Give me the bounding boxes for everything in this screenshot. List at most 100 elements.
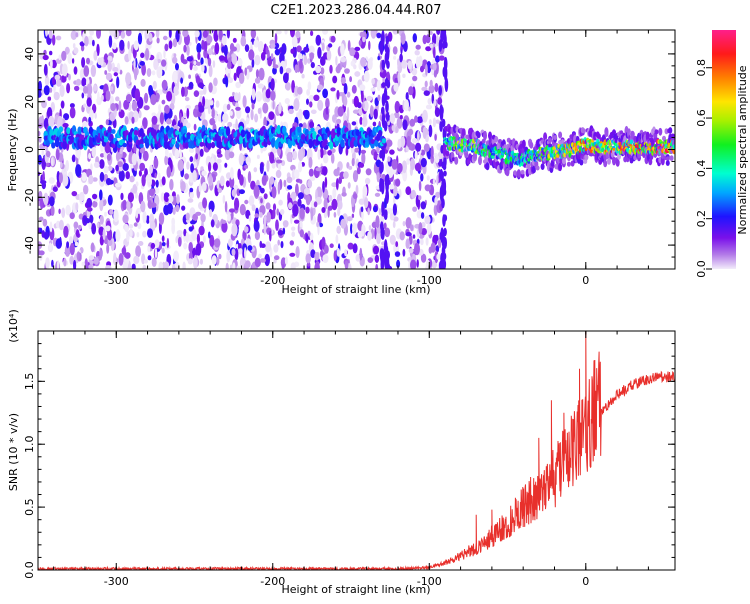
spectrogram-noise-cell	[197, 51, 201, 61]
spectrogram-noise-cell	[269, 230, 272, 242]
spectrogram-noise-cell	[423, 90, 430, 96]
spectrogram-noise-cell	[66, 83, 71, 94]
spectrogram-noise-cell	[212, 60, 216, 68]
spectrogram-noise-cell	[257, 40, 264, 53]
spectrogram-noise-cell	[203, 85, 207, 95]
spectrogram-signal-cell	[282, 125, 287, 135]
spectrogram-noise-cell	[346, 91, 351, 98]
spectrogram-noise-cell	[358, 40, 362, 46]
spectrogram-noise-cell	[184, 173, 190, 180]
spectrogram-noise-cell	[315, 34, 322, 46]
spectrogram-noise-cell	[308, 168, 314, 177]
spectrogram-noise-cell	[367, 257, 374, 263]
spectrogram-noise-cell	[81, 92, 85, 99]
spectrogram-noise-cell	[203, 41, 208, 52]
spectrogram-noise-cell	[426, 223, 432, 235]
spectrogram-noise-cell	[277, 230, 284, 236]
spectrogram-noise-cell	[209, 234, 215, 247]
spectrogram-noise-cell	[286, 176, 293, 184]
spectrogram-noise-cell	[394, 112, 400, 119]
spectrogram-noise-cell	[289, 240, 294, 246]
spectrogram-noise-cell	[295, 246, 300, 258]
spectrogram-signal-cell	[210, 141, 216, 149]
spectrogram-noise-cell	[209, 100, 214, 106]
spectrogram-noise-cell	[357, 102, 362, 109]
spectrogram-signal-cell	[270, 137, 276, 148]
spectrogram-signal-cell	[648, 158, 653, 166]
spectrogram-noise-cell	[425, 34, 431, 44]
y-tick-label: 1.5	[23, 373, 36, 391]
spectrogram-noise-cell	[188, 74, 192, 79]
spectrogram-noise-cell	[106, 153, 112, 161]
spectrogram-noise-cell	[41, 150, 45, 156]
spectrogram-noise-cell	[231, 223, 238, 237]
spectrogram-noise-cell	[100, 94, 104, 102]
spectrogram-noise-cell	[122, 163, 129, 171]
spectrogram-noise-cell	[435, 119, 440, 124]
spectrogram-noise-cell	[391, 125, 395, 131]
spectrogram-noise-cell	[394, 251, 401, 257]
spectrogram-noise-cell	[305, 206, 310, 214]
spectrogram-noise-cell	[133, 143, 137, 153]
spectrogram-noise-cell	[105, 119, 109, 126]
spectrogram-noise-cell	[137, 222, 142, 230]
spectrogram-noise-cell	[86, 197, 93, 209]
spectrogram-noise-cell	[256, 154, 260, 159]
spectrogram-noise-cell	[238, 153, 244, 166]
spectrogram-noise-cell	[56, 260, 60, 269]
spectrogram-noise-cell	[107, 55, 113, 62]
spectrogram-noise-cell	[366, 95, 373, 102]
spectrogram-noise-cell	[200, 57, 204, 65]
spectrogram-noise-cell	[396, 259, 401, 268]
spectrogram-noise-cell	[361, 223, 365, 237]
spectrogram-noise-cell	[64, 244, 71, 257]
spectrogram-noise-cell	[144, 92, 149, 104]
spectrogram-noise-cell	[420, 65, 424, 73]
spectrogram-noise-cell	[394, 100, 400, 114]
spectrogram-noise-cell	[49, 242, 52, 252]
spectrogram-noise-cell	[288, 108, 294, 115]
spectrogram-noise-cell	[384, 52, 389, 65]
spectrogram-noise-cell	[83, 103, 87, 108]
spectrogram-noise-cell	[208, 231, 211, 239]
spectrogram-noise-cell	[420, 157, 427, 168]
spectrogram-noise-cell	[414, 50, 420, 56]
spectrogram-noise-cell	[45, 257, 50, 269]
spectrogram-noise-cell	[333, 211, 337, 218]
spectrogram-noise-cell	[120, 31, 126, 39]
spectrogram-noise-cell	[228, 208, 236, 213]
spectrogram-noise-cell	[352, 109, 360, 114]
spectrogram-noise-cell	[171, 71, 178, 84]
spectrogram-noise-cell	[148, 32, 153, 43]
spectrogram-noise-cell	[406, 135, 411, 148]
spectrogram-noise-cell	[88, 116, 92, 124]
spectrogram-noise-cell	[442, 30, 447, 39]
spectrogram-noise-cell	[425, 237, 429, 246]
spectrogram-noise-cell	[396, 116, 403, 129]
spectrogram-noise-cell	[324, 244, 329, 254]
spectrogram-noise-cell	[115, 96, 120, 102]
spectrogram-noise-cell	[308, 94, 314, 102]
spectrogram-noise-cell	[253, 219, 260, 232]
spectrogram-noise-cell	[359, 116, 363, 125]
spectrogram-noise-cell	[318, 222, 324, 228]
spectrogram-noise-cell	[99, 198, 104, 212]
spectrogram-noise-cell	[305, 233, 309, 244]
spectrogram-noise-cell	[118, 169, 125, 182]
spectrogram-noise-cell	[87, 35, 93, 45]
spectrogram-noise-cell	[251, 58, 255, 68]
spectrogram-signal-cell	[312, 130, 317, 140]
spectrogram-noise-cell	[291, 231, 296, 237]
spectrogram-noise-cell	[262, 102, 269, 114]
spectrogram-noise-cell	[113, 209, 119, 223]
spectrogram-noise-cell	[307, 81, 312, 91]
spectrogram-noise-cell	[222, 103, 228, 113]
spectrogram-signal-cell	[355, 129, 360, 137]
spectrogram-noise-cell	[198, 225, 205, 236]
spectrogram-noise-cell	[147, 255, 152, 261]
spectrogram-noise-cell	[88, 264, 93, 269]
spectrogram-noise-cell	[385, 100, 389, 113]
spectrogram-noise-cell	[109, 30, 115, 37]
spectrogram-noise-cell	[53, 83, 56, 94]
spectrogram-noise-cell	[292, 45, 297, 58]
